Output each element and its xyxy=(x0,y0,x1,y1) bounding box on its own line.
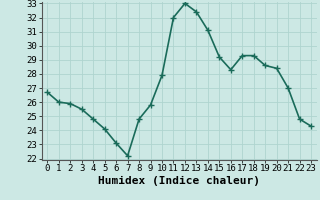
X-axis label: Humidex (Indice chaleur): Humidex (Indice chaleur) xyxy=(98,176,260,186)
